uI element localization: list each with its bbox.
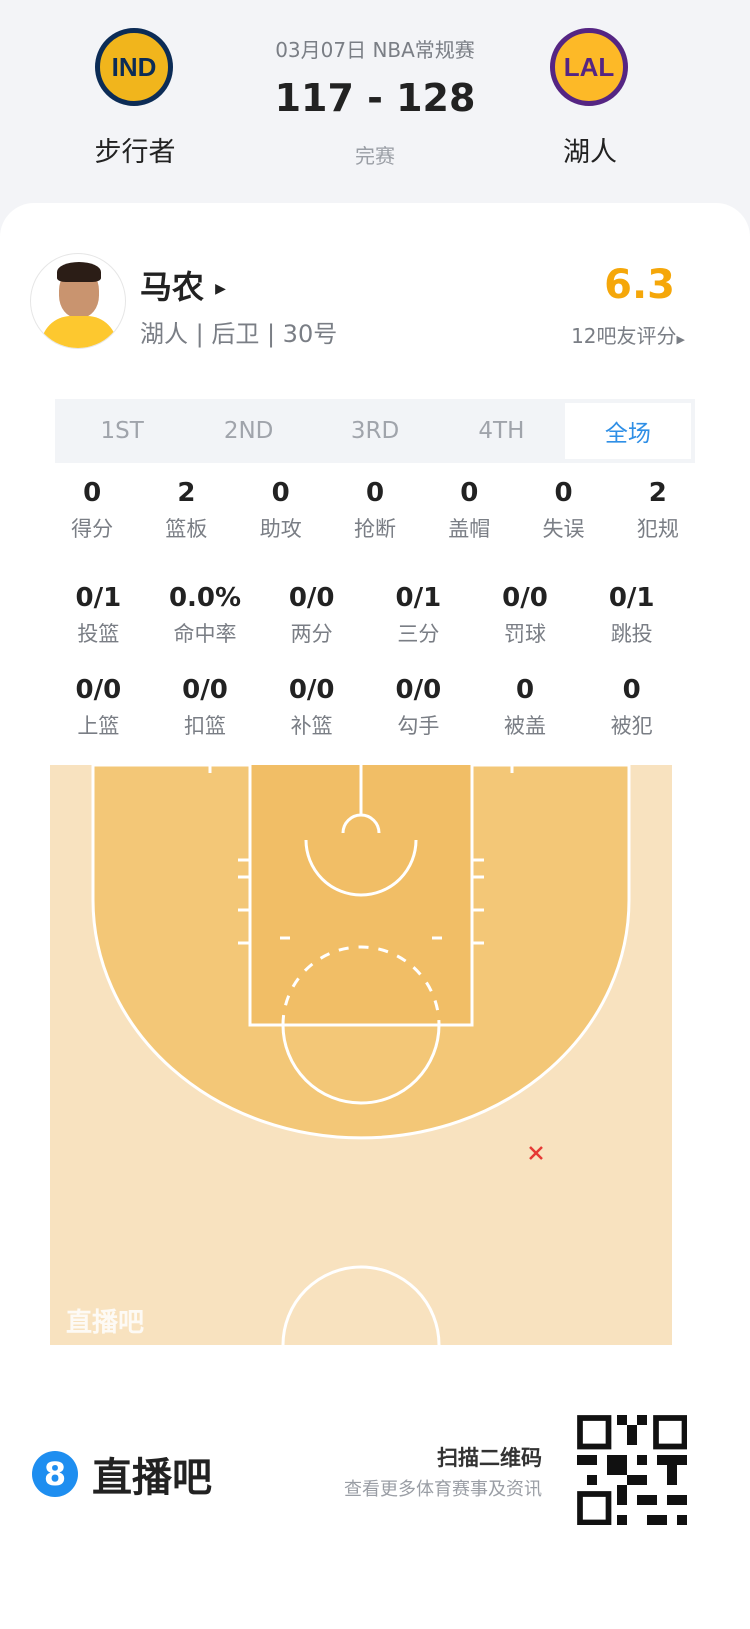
qr-code[interactable] <box>577 1415 688 1526</box>
court-lines <box>208 765 514 1346</box>
stat-value: 0/1 <box>608 583 655 613</box>
game-date-league: 03月07日 NBA常规赛 <box>275 38 475 62</box>
stat-label: 三分 <box>397 622 440 646</box>
stat-label: 助攻 <box>259 517 302 541</box>
stat-label: 命中率 <box>173 622 237 646</box>
rating-link[interactable]: 12吧友评分▶ <box>520 320 685 349</box>
caret-right-icon: ▶ <box>215 281 226 297</box>
scan-title: 扫描二维码 <box>437 1446 542 1470</box>
stat-value: 0/0 <box>75 675 122 705</box>
stat-value: 0 <box>622 675 641 705</box>
stat-label: 犯规 <box>636 517 679 541</box>
rating-label: 12吧友评分 <box>571 324 677 348</box>
team-logo-ind[interactable]: IND <box>95 28 173 106</box>
stat-label: 盖帽 <box>448 517 491 541</box>
stat-label: 得分 <box>71 517 114 541</box>
stat-item: 0 得分 <box>45 475 139 543</box>
caret-right-icon: ▶ <box>676 333 685 346</box>
team-logo-lal[interactable]: LAL <box>550 28 628 106</box>
shot-miss-marker <box>529 1146 543 1160</box>
shot-chart: 直播吧 <box>50 761 672 1346</box>
away-team-name[interactable]: 湖人 <box>563 137 617 168</box>
player-name: 马农 <box>140 268 205 306</box>
stat-item: 0.0% 命中率 <box>152 580 259 648</box>
player-rating: 6.3 <box>604 262 675 308</box>
stat-item: 0/0 勾手 <box>365 672 472 740</box>
stats-row-basic: 0 得分 2 篮板 0 助攻 0 抢断 0 盖帽 0 失误 2 犯规 <box>45 475 705 543</box>
stats-row-shot-types: 0/0 上篮 0/0 扣篮 0/0 补篮 0/0 勾手 0 被盖 0 被犯 <box>45 672 685 740</box>
stat-item: 0/1 跳投 <box>578 580 685 648</box>
stat-item: 0/0 上篮 <box>45 672 152 740</box>
stat-item: 0 盖帽 <box>422 475 516 543</box>
stat-value: 0/0 <box>288 583 335 613</box>
game-status: 完赛 <box>355 144 395 168</box>
stat-item: 2 篮板 <box>139 475 233 543</box>
stat-item: 0/0 罚球 <box>472 580 579 648</box>
player-name-link[interactable]: 马农 ▶ <box>140 262 226 308</box>
stat-item: 0 助攻 <box>234 475 328 543</box>
stat-item: 0 被盖 <box>472 672 579 740</box>
scan-subtitle: 查看更多体育赛事及资讯 <box>344 1479 542 1500</box>
tab-4th[interactable]: 4TH <box>478 418 525 444</box>
stat-value: 0/1 <box>395 583 442 613</box>
stat-label: 失误 <box>542 517 585 541</box>
stat-label: 抢断 <box>353 517 396 541</box>
stat-item: 0 抢断 <box>328 475 422 543</box>
game-score: 117 - 128 <box>274 76 476 120</box>
stat-value: 0/0 <box>182 675 228 705</box>
stat-value: 0 <box>365 478 385 508</box>
court-svg: 直播吧 <box>50 761 672 1346</box>
stat-value: 0/0 <box>288 675 335 705</box>
stat-value: 0 <box>83 478 102 508</box>
stat-label: 两分 <box>290 622 333 646</box>
stat-item: 0 失误 <box>516 475 610 543</box>
home-team-name[interactable]: 步行者 <box>94 137 176 168</box>
footer-brand: 8 直播吧 <box>32 1445 212 1503</box>
period-tabs: 1ST 2ND 3RD 4TH 全场 <box>55 399 695 463</box>
stat-label: 补篮 <box>290 714 333 738</box>
stat-item: 0/1 三分 <box>365 580 472 648</box>
game-header: IND 步行者 03月07日 NBA常规赛 117 - 128 完赛 LAL 湖… <box>0 0 750 210</box>
stat-label: 被盖 <box>504 714 547 738</box>
tab-full-game[interactable]: 全场 <box>564 403 692 459</box>
stat-value: 2 <box>648 478 667 508</box>
stat-value: 0 <box>271 478 290 508</box>
stat-value: 0 <box>460 478 479 508</box>
stat-value: 0 <box>515 675 535 705</box>
stat-value: 0 <box>554 478 573 508</box>
stat-label: 跳投 <box>610 622 653 646</box>
tab-2nd[interactable]: 2ND <box>223 418 274 444</box>
player-info: 湖人 | 后卫 | 30号 <box>140 320 338 348</box>
tab-1st[interactable]: 1ST <box>100 418 144 444</box>
tab-3rd[interactable]: 3RD <box>350 418 400 444</box>
stat-item: 0/1 投篮 <box>45 580 152 648</box>
stat-label: 勾手 <box>397 714 440 738</box>
stat-value: 0.0% <box>168 583 242 613</box>
stat-label: 篮板 <box>165 517 208 541</box>
stat-label: 投篮 <box>77 622 120 646</box>
brand-8-icon: 8 <box>32 1451 78 1497</box>
stat-item: 2 犯规 <box>611 475 705 543</box>
stat-label: 被犯 <box>610 714 653 738</box>
stat-value: 0/0 <box>502 583 548 613</box>
qr-code-icon <box>577 1415 688 1526</box>
brand-name: 直播吧 <box>92 1455 212 1501</box>
stat-label: 上篮 <box>77 714 120 738</box>
stat-value: 0/0 <box>395 675 442 705</box>
stats-row-shooting: 0/1 投篮 0.0% 命中率 0/0 两分 0/1 三分 0/0 罚球 0/1 跳投 <box>45 580 685 648</box>
stat-label: 罚球 <box>504 622 547 646</box>
stat-item: 0 被犯 <box>578 672 685 740</box>
stat-item: 0/0 扣篮 <box>152 672 259 740</box>
stat-label: 扣篮 <box>184 714 226 738</box>
stat-item: 0/0 两分 <box>258 580 365 648</box>
stat-value: 2 <box>177 478 196 508</box>
stat-item: 0/0 补篮 <box>258 672 365 740</box>
player-avatar[interactable] <box>30 253 126 349</box>
stat-value: 0/1 <box>75 583 122 613</box>
watermark: 直播吧 <box>66 1308 144 1338</box>
